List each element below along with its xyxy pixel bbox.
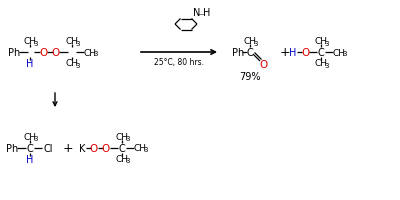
Text: CH: CH <box>24 37 36 46</box>
Text: —: — <box>198 11 204 17</box>
Text: Ph: Ph <box>232 48 244 58</box>
Text: +: + <box>280 46 290 59</box>
Text: C: C <box>247 48 253 58</box>
Text: CH: CH <box>332 48 346 57</box>
Text: H: H <box>26 59 34 69</box>
Text: C: C <box>318 48 324 58</box>
Text: 3: 3 <box>324 62 329 68</box>
Text: +: + <box>63 142 73 155</box>
Text: 3: 3 <box>75 40 80 46</box>
Text: N: N <box>192 7 200 17</box>
Text: 3: 3 <box>33 136 38 142</box>
Text: O: O <box>39 48 47 58</box>
Text: O: O <box>52 48 60 58</box>
Text: 3: 3 <box>342 51 347 57</box>
Text: CH: CH <box>24 133 36 142</box>
Text: C: C <box>27 143 33 153</box>
Text: H: H <box>202 7 210 17</box>
Text: CH: CH <box>244 37 256 46</box>
Text: CH: CH <box>66 37 78 46</box>
Text: CH: CH <box>84 48 96 57</box>
Text: CH: CH <box>116 133 128 142</box>
Text: Cl: Cl <box>43 143 53 153</box>
Text: O: O <box>90 143 98 153</box>
Text: CH: CH <box>314 37 328 46</box>
Text: 79%: 79% <box>239 72 261 82</box>
Text: 25°C, 80 hrs.: 25°C, 80 hrs. <box>154 57 204 66</box>
Text: H: H <box>289 48 297 58</box>
Text: 3: 3 <box>75 62 80 68</box>
Text: O: O <box>102 143 110 153</box>
Text: 3: 3 <box>324 40 329 46</box>
Text: O: O <box>260 60 268 70</box>
Text: O: O <box>301 48 309 58</box>
Text: 3: 3 <box>143 147 148 153</box>
Text: CH: CH <box>116 155 128 164</box>
Text: Ph: Ph <box>6 143 18 153</box>
Text: CH: CH <box>134 144 146 153</box>
Text: K: K <box>79 143 85 153</box>
Text: H: H <box>26 154 34 164</box>
Text: CH: CH <box>66 59 78 68</box>
Text: 3: 3 <box>125 136 130 142</box>
Text: CH: CH <box>314 59 328 68</box>
Text: C: C <box>119 143 125 153</box>
Text: 3: 3 <box>253 40 258 46</box>
Text: 3: 3 <box>125 158 130 164</box>
Text: 3: 3 <box>93 51 98 57</box>
Text: Ph: Ph <box>8 48 20 58</box>
Text: 3: 3 <box>33 40 38 46</box>
